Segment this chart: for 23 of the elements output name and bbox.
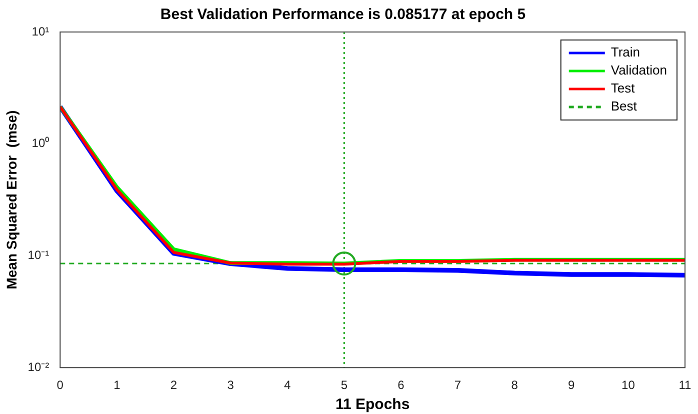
x-tick-label: 8 xyxy=(511,378,518,392)
y-tick-label: 10¹ xyxy=(32,24,50,38)
x-tick-label: 11 xyxy=(678,378,692,392)
x-tick-label: 2 xyxy=(170,378,178,392)
y-tick-label: 10⁻¹ xyxy=(28,248,50,262)
legend-label: Train xyxy=(610,44,640,60)
y-tick-label: 10⁻² xyxy=(28,360,50,374)
x-tick-label: 7 xyxy=(454,378,462,392)
x-tick-label: 3 xyxy=(227,378,234,392)
legend-label: Validation xyxy=(610,62,668,78)
x-tick-label: 9 xyxy=(568,378,576,392)
legend-label: Test xyxy=(610,80,636,96)
x-tick-label: 0 xyxy=(56,378,64,392)
x-axis-title: 11 Epochs xyxy=(335,396,410,414)
y-tick-label: 10⁰ xyxy=(32,136,50,150)
legend-label: Best xyxy=(610,98,638,114)
x-tick-label: 4 xyxy=(284,378,292,392)
y-axis-title: Mean Squared Error (mse) xyxy=(3,110,20,290)
chart-title: Best Validation Performance is 0.085177 at epoch 5 xyxy=(160,6,526,24)
x-tick-label: 10 xyxy=(622,378,636,392)
x-tick-label: 6 xyxy=(398,378,405,392)
x-tick-label: 1 xyxy=(114,378,121,392)
x-tick-label: 5 xyxy=(340,378,348,392)
